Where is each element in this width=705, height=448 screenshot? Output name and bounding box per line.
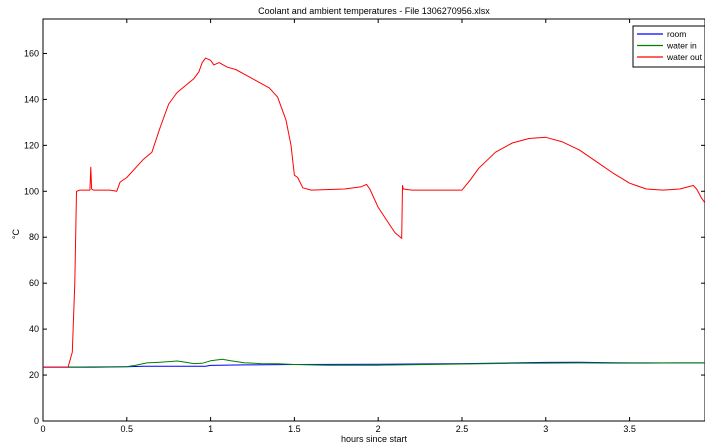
x-tick-label: 2 xyxy=(376,424,381,434)
y-tick-label: 160 xyxy=(24,48,39,58)
x-tick-label: 3.5 xyxy=(623,424,636,434)
y-axis-label: °C xyxy=(11,228,21,239)
series-lines xyxy=(43,57,705,368)
y-tick-label: 80 xyxy=(29,232,39,242)
x-tick-label: 3 xyxy=(543,424,548,434)
x-tick-label: 1 xyxy=(208,424,213,434)
plot-area xyxy=(42,18,705,422)
y-tick-label: 40 xyxy=(29,324,39,334)
legend-box xyxy=(632,25,705,68)
y-tick-label: 60 xyxy=(29,278,39,288)
series-line-water-out xyxy=(43,57,705,368)
x-axis: 0 0.5 1 1.5 2 2.5 3 3.5 xyxy=(40,19,636,434)
x-tick-label: 1.5 xyxy=(288,424,301,434)
legend-label: water out xyxy=(666,52,703,62)
legend-label: room xyxy=(667,29,686,39)
x-tick-label: 0.5 xyxy=(121,424,134,434)
y-tick-label: 0 xyxy=(34,416,39,426)
x-tick-label: 2.5 xyxy=(456,424,469,434)
series-line-water-in xyxy=(43,358,705,368)
x-axis-label: hours since start xyxy=(341,434,408,444)
x-tick-label: 0 xyxy=(40,424,45,434)
legend-label: water in xyxy=(666,41,697,51)
y-tick-label: 20 xyxy=(29,370,39,380)
y-tick-label: 140 xyxy=(24,94,39,104)
chart-title: Coolant and ambient temperatures - File … xyxy=(258,6,490,16)
y-tick-label: 100 xyxy=(24,186,39,196)
y-tick-label: 120 xyxy=(24,140,39,150)
